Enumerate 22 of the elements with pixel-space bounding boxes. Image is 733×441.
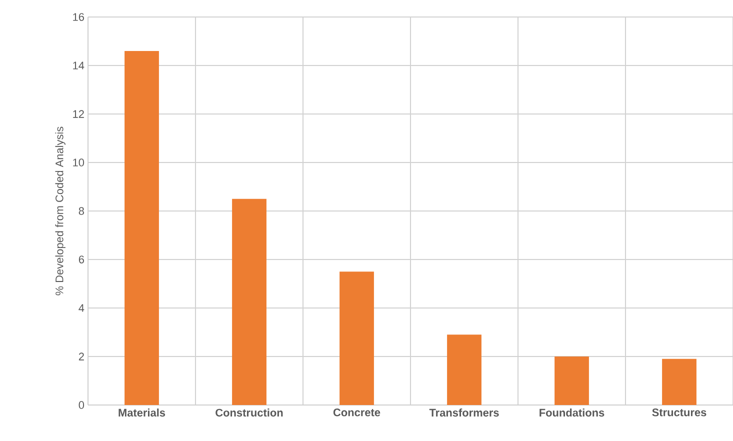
- y-tick-label: 2: [78, 352, 84, 360]
- bar: [124, 50, 159, 405]
- y-tick-label: 12: [73, 110, 84, 118]
- bar: [662, 358, 696, 405]
- y-tick-label: 6: [78, 256, 84, 264]
- x-tick-label: Transformers: [429, 408, 499, 417]
- y-tick-label: 14: [73, 62, 84, 70]
- y-tick-label: 10: [73, 158, 84, 166]
- bar: [340, 272, 374, 405]
- y-tick-label: 16: [73, 13, 84, 21]
- y-axis-title: % Developed from Coded Analysis: [55, 126, 66, 296]
- y-tick-label: 8: [78, 207, 84, 215]
- x-tick-label: Construction: [216, 408, 283, 417]
- x-tick-label: Materials: [118, 408, 166, 417]
- x-tick-label: Foundations: [540, 408, 604, 417]
- y-tick-label: 4: [78, 304, 84, 312]
- y-tick-label: 0: [78, 401, 84, 409]
- bar: [447, 334, 482, 405]
- bar: [554, 356, 589, 405]
- bar: [232, 198, 266, 405]
- x-tick-label: Concrete: [333, 408, 380, 416]
- x-tick-label: Structures: [652, 408, 706, 416]
